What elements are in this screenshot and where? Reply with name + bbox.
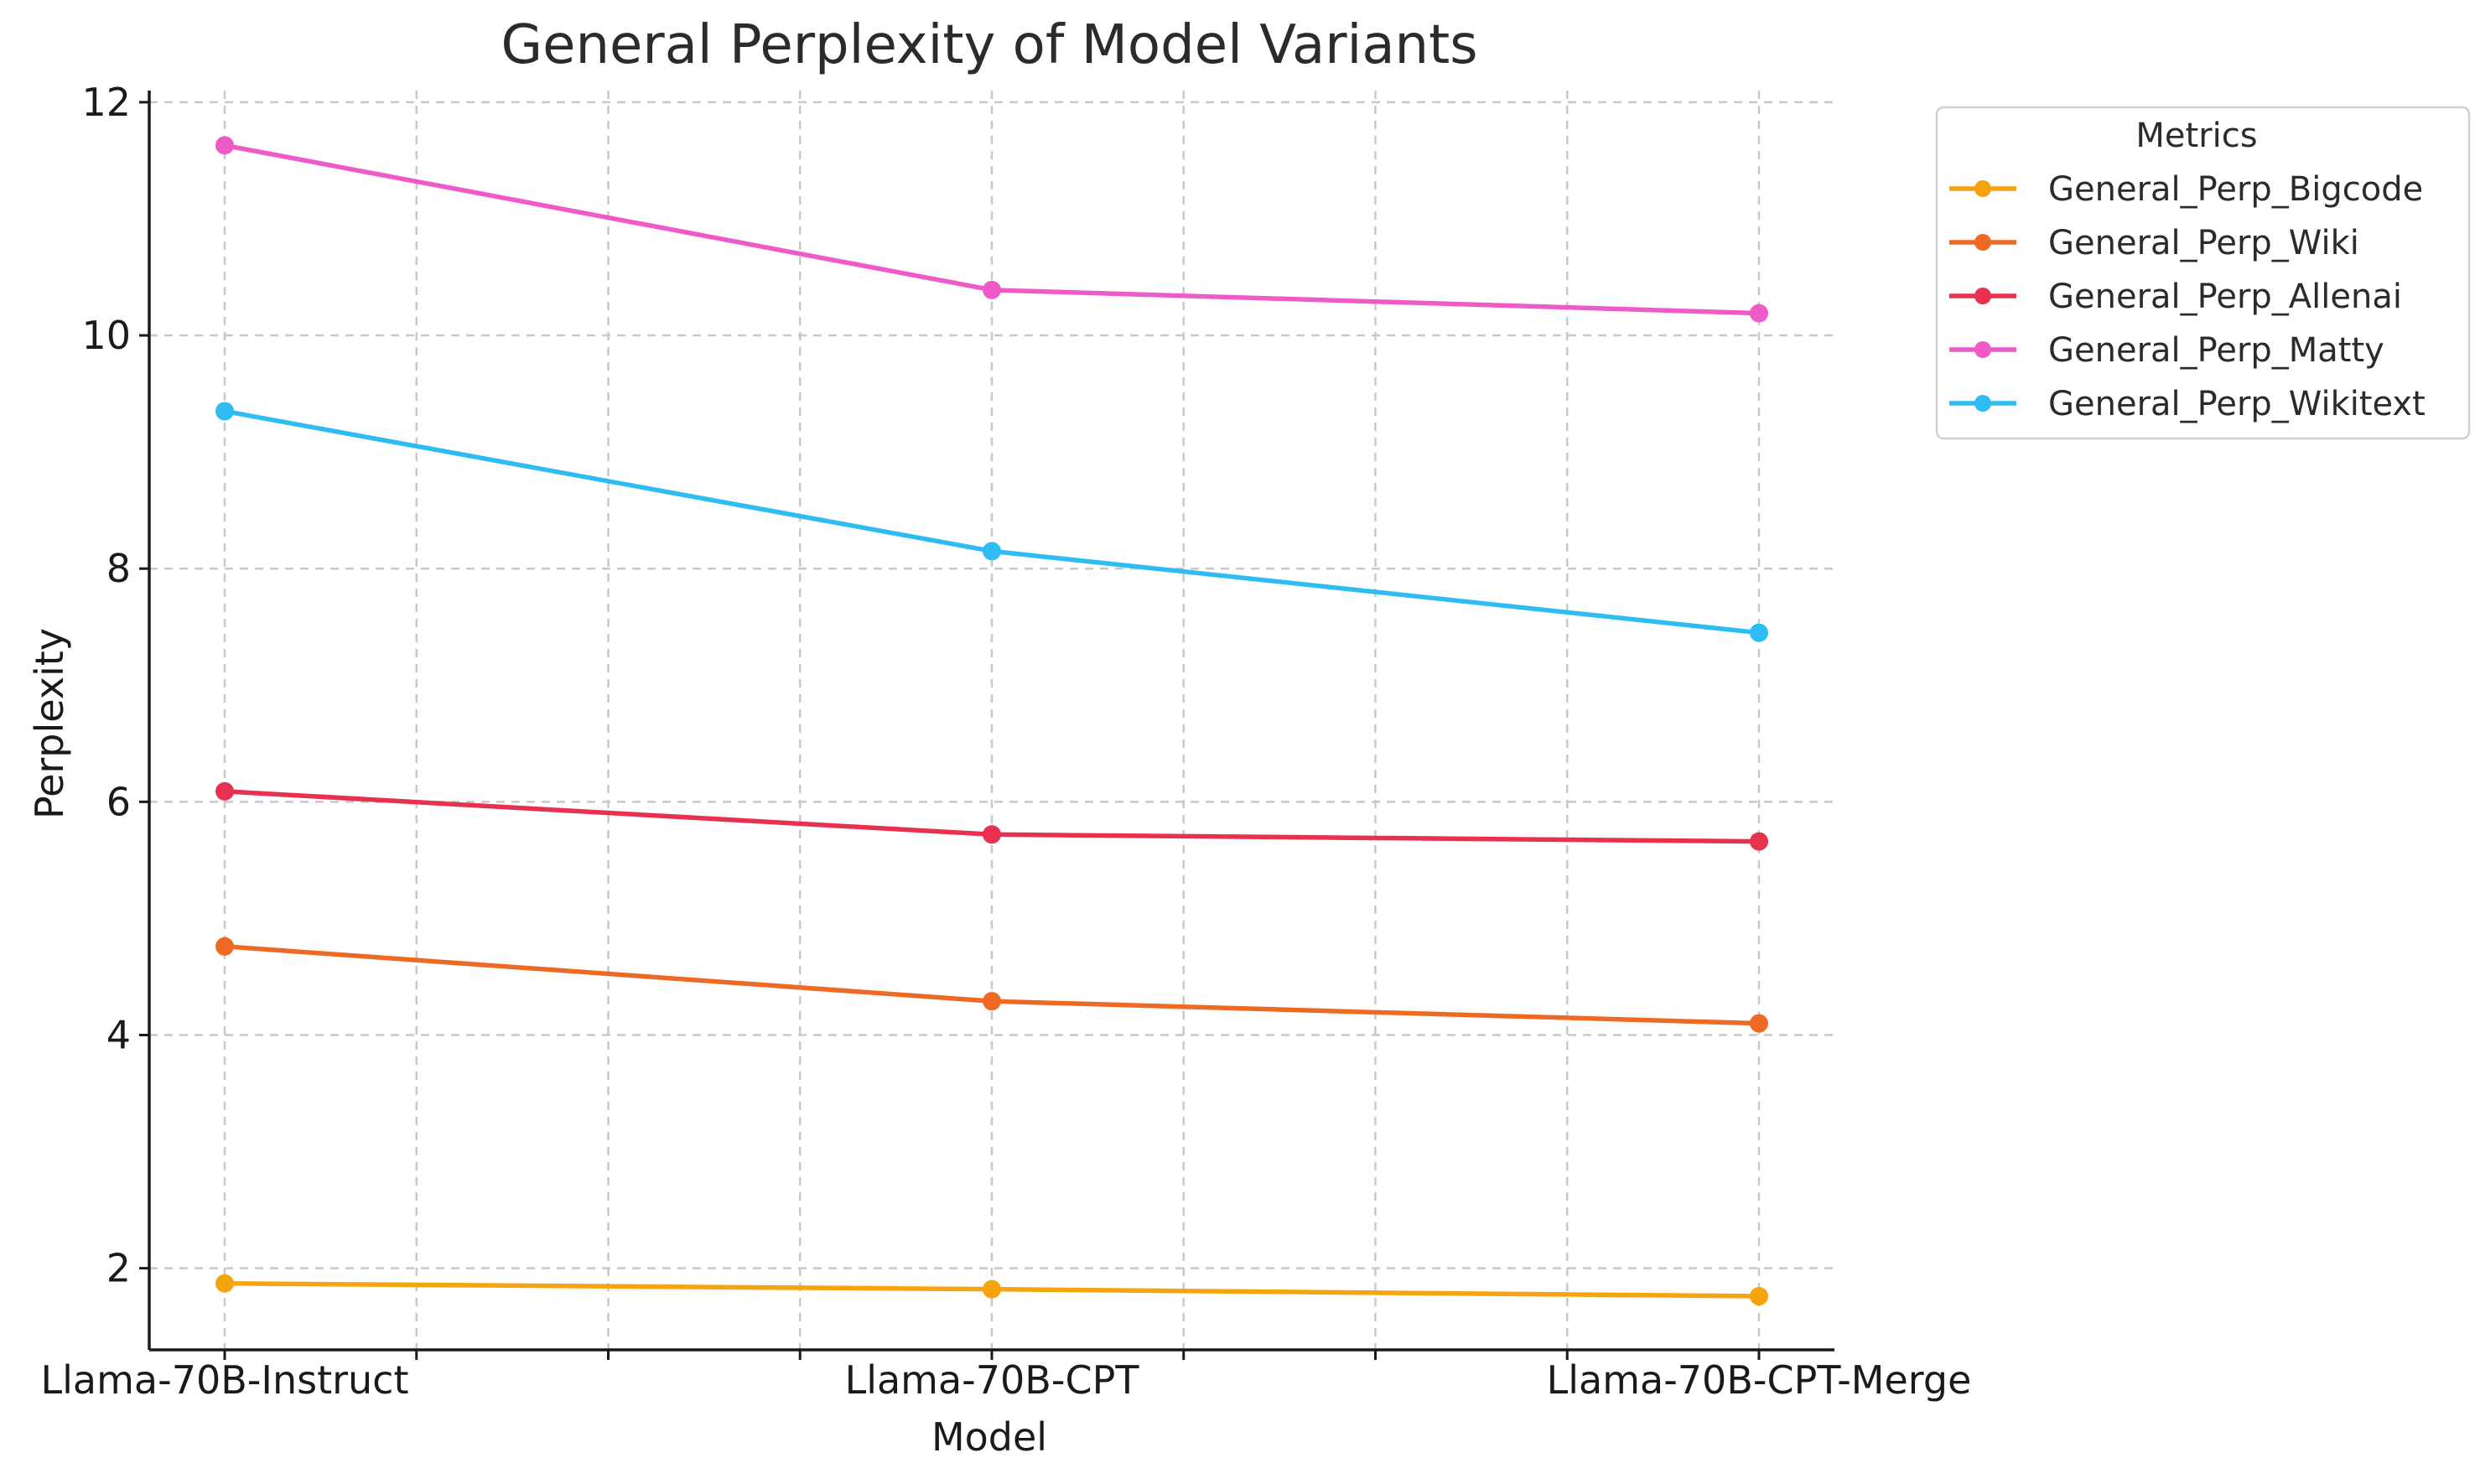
- legend-marker-general-perp-allenai: [1974, 288, 1991, 304]
- legend-label-general-perp-bigcode: General_Perp_Bigcode: [2048, 170, 2423, 209]
- legend-marker-general-perp-wiki: [1974, 234, 1991, 251]
- data-point-general-perp-wikitext: [215, 402, 234, 421]
- data-point-general-perp-matty: [1750, 304, 1768, 323]
- chart-title: General Perplexity of Model Variants: [501, 14, 1477, 76]
- legend-marker-general-perp-bigcode: [1974, 180, 1991, 197]
- data-point-general-perp-bigcode: [215, 1274, 234, 1293]
- x-tick-label: Llama-70B-CPT: [845, 1357, 1140, 1403]
- data-point-general-perp-bigcode: [1750, 1287, 1768, 1306]
- y-tick-label: 2: [106, 1246, 131, 1291]
- data-point-general-perp-bigcode: [983, 1279, 1001, 1299]
- axes-layer: 2 4 6 8 10 12 Llama-70B-Instruct Llama-70B-CPT L…: [41, 80, 1972, 1403]
- data-point-general-perp-wiki: [215, 937, 234, 956]
- legend-label-general-perp-matty: General_Perp_Matty: [2048, 331, 2384, 370]
- legend-label-general-perp-allenai: General_Perp_Allenai: [2048, 278, 2402, 316]
- data-point-general-perp-wiki: [983, 992, 1001, 1011]
- y-tick-label: 8: [106, 546, 131, 591]
- y-axis-label: Perplexity: [27, 628, 72, 819]
- y-tick-label: 10: [81, 313, 131, 358]
- x-tick-label: Llama-70B-Instruct: [41, 1357, 409, 1403]
- data-point-general-perp-wiki: [1750, 1014, 1768, 1033]
- series-layer: [215, 136, 1768, 1306]
- data-point-general-perp-matty: [215, 136, 234, 155]
- legend-box: [1935, 106, 2471, 440]
- grid-layer: [149, 91, 1834, 1350]
- legend-label-general-perp-wikitext: General_Perp_Wikitext: [2048, 385, 2426, 423]
- legend-title: Metrics: [2135, 117, 2257, 155]
- data-point-general-perp-allenai: [215, 781, 234, 801]
- y-tick-label: 12: [81, 80, 131, 125]
- y-tick-label: 6: [106, 779, 131, 824]
- legend: Metrics General_Perp_Bigcode General_Perp…: [1935, 106, 2471, 440]
- data-point-general-perp-allenai: [1750, 832, 1768, 851]
- data-point-general-perp-matty: [983, 280, 1001, 299]
- x-tick-label: Llama-70B-CPT-Merge: [1547, 1357, 1972, 1403]
- legend-marker-general-perp-wikitext: [1974, 395, 1991, 412]
- data-point-general-perp-wikitext: [1750, 623, 1768, 642]
- legend-marker-general-perp-matty: [1974, 341, 1991, 358]
- legend-label-general-perp-wiki: General_Perp_Wiki: [2048, 224, 2359, 262]
- x-axis-label: Model: [931, 1414, 1047, 1460]
- y-tick-label: 4: [106, 1013, 131, 1058]
- data-point-general-perp-wikitext: [983, 542, 1001, 561]
- data-point-general-perp-allenai: [983, 825, 1001, 844]
